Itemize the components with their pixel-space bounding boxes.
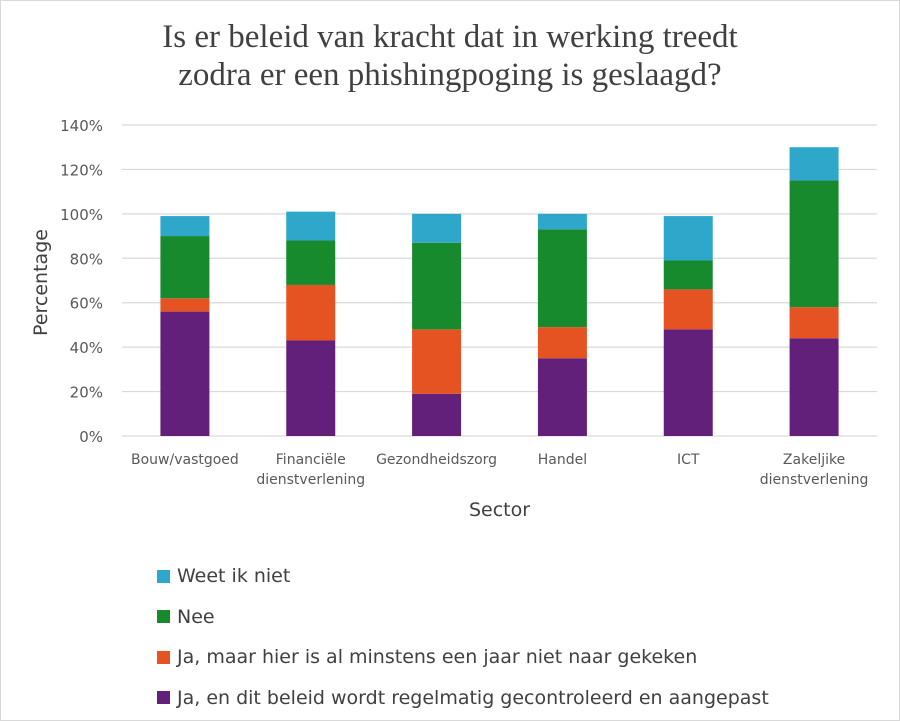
legend-item: Weet ik niet [157,556,769,597]
bar-segment [412,393,462,436]
y-tick-label: 20% [70,384,103,402]
bar-segment [789,147,839,181]
y-tick-label: 120% [60,161,103,179]
legend-label: Ja, maar hier is al minstens een jaar ni… [177,646,698,669]
x-tick-label: Bouw/vastgoed [131,452,239,468]
y-tick-label: 40% [70,339,103,357]
bar-segment [412,329,462,394]
bar-segment [789,307,839,339]
legend-label: Weet ik niet [177,565,291,588]
bar-segment [160,298,210,312]
bar-segment [537,327,587,359]
y-tick-label: 100% [60,206,103,224]
x-tick-label: Gezondheidszorg [376,452,497,468]
y-tick-label: 140% [60,117,103,135]
bar-segment [663,289,713,330]
legend-swatch [157,610,170,624]
bar-segment [160,216,210,237]
bar-segment [789,338,839,436]
x-tick-label: ICT [677,452,700,468]
x-tick-label: Financiële [276,452,346,468]
legend-swatch [157,650,170,664]
bar-segment [160,236,210,299]
x-tick-label: dienstverlening [760,472,869,488]
bar-segment [286,340,336,436]
bar-segment [663,329,713,436]
bar-segment [663,216,713,261]
legend-swatch [157,691,170,705]
x-tick-label: Zakeljike [783,452,845,468]
legend-item: Ja, en dit beleid wordt regelmatig gecon… [157,678,769,719]
bar-segment [286,284,336,341]
y-tick-label: 60% [70,295,103,313]
bar-segment [789,180,839,308]
x-tick-label: dienstverlening [256,472,365,488]
bar-segment [537,229,587,328]
legend: Weet ik niet Nee Ja, maar hier is al minst… [157,556,769,718]
legend-item: Nee [157,597,769,638]
chart-title-line-2: zodra er een phishingpoging is geslaagd? [178,57,722,93]
bar-segment [286,240,336,285]
legend-swatch [157,569,170,583]
y-tick-label: 80% [70,250,103,268]
legend-label: Nee [177,605,215,628]
chart-title: Is er beleid van kracht dat in werking t… [0,18,900,94]
legend-item: Ja, maar hier is al minstens een jaar ni… [157,637,769,678]
chart-title-line-1: Is er beleid van kracht dat in werking t… [162,19,738,55]
x-axis-label: Sector [469,499,530,521]
bar-segment [160,311,210,436]
bar-segment [537,358,587,436]
legend-label: Ja, en dit beleid wordt regelmatig gecon… [177,686,769,709]
y-tick-label: 0% [79,428,103,446]
y-axis-label: Percentage [30,229,52,336]
bar-segment [663,260,713,290]
bar-segment [537,213,587,230]
bar-segment [286,211,336,241]
x-tick-label: Handel [538,452,587,468]
bar-segment [412,242,462,330]
bar-segment [412,213,462,243]
